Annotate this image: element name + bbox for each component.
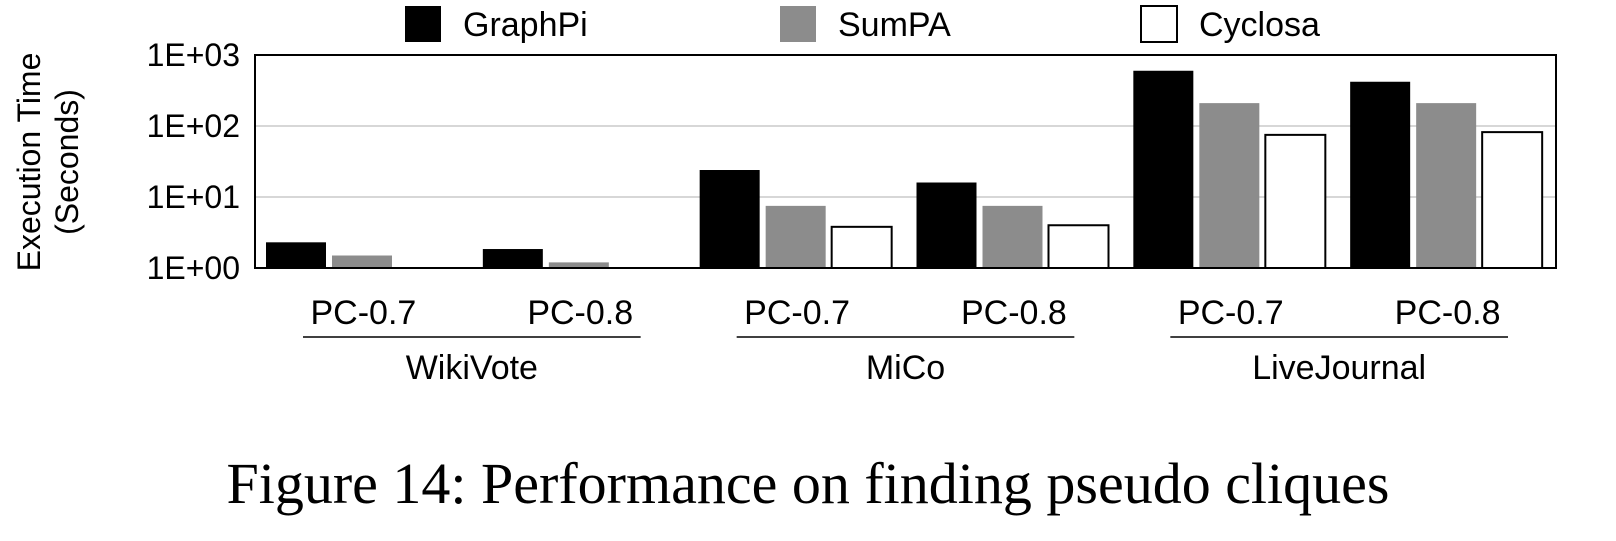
y-axis-label-line: Execution Time [11,53,47,272]
bar-graphpi [699,170,760,268]
y-tick-label: 1E+03 [147,37,240,73]
category-label: PC-0.8 [961,294,1067,332]
bar-cyclosa [1047,224,1110,269]
group-label: MiCo [866,349,945,387]
bar-graphpi [1133,70,1194,269]
bar-graphpi [482,249,543,268]
bar-sumpa [332,255,392,268]
group-label: LiveJournal [1252,349,1426,387]
bar-sumpa [982,205,1043,268]
y-axis-label: Execution Time(Seconds) [11,53,85,272]
legend-swatch-graphpi [405,6,441,42]
y-tick-label: 1E+01 [147,179,240,215]
bar-cyclosa [1481,131,1544,269]
category-label: PC-0.7 [311,294,417,332]
bar-graphpi [1350,81,1411,268]
figure-caption: Figure 14: Performance on finding pseudo… [226,451,1390,516]
plot-frame [254,54,1557,269]
bar-sumpa [1416,103,1477,268]
bar-sumpa [765,205,826,268]
legend-swatch-sumpa [780,6,816,42]
bar-cyclosa [830,225,893,269]
legend-label-cyclosa: Cyclosa [1199,6,1320,44]
group-label: WikiVote [406,349,538,387]
legend-label-sumpa: SumPA [838,6,951,44]
legend-swatch-cyclosa [1140,5,1178,43]
category-label: PC-0.8 [1395,294,1501,332]
category-label: PC-0.7 [1178,294,1284,332]
category-label: PC-0.8 [527,294,633,332]
bar-graphpi [266,242,326,268]
y-axis-label-line: (Seconds) [49,89,85,235]
y-tick-label: 1E+00 [147,250,240,286]
y-tick-label: 1E+02 [147,108,240,144]
bar-cyclosa [1264,133,1327,269]
bar-sumpa [1199,103,1260,268]
category-label: PC-0.7 [744,294,850,332]
legend-label-graphpi: GraphPi [463,6,588,44]
chart: 1E+00 1E+01 1E+02 1E+03 Execution Time(Secon… [11,5,1557,387]
bar-sumpa [548,262,609,268]
bar-graphpi [916,182,977,268]
